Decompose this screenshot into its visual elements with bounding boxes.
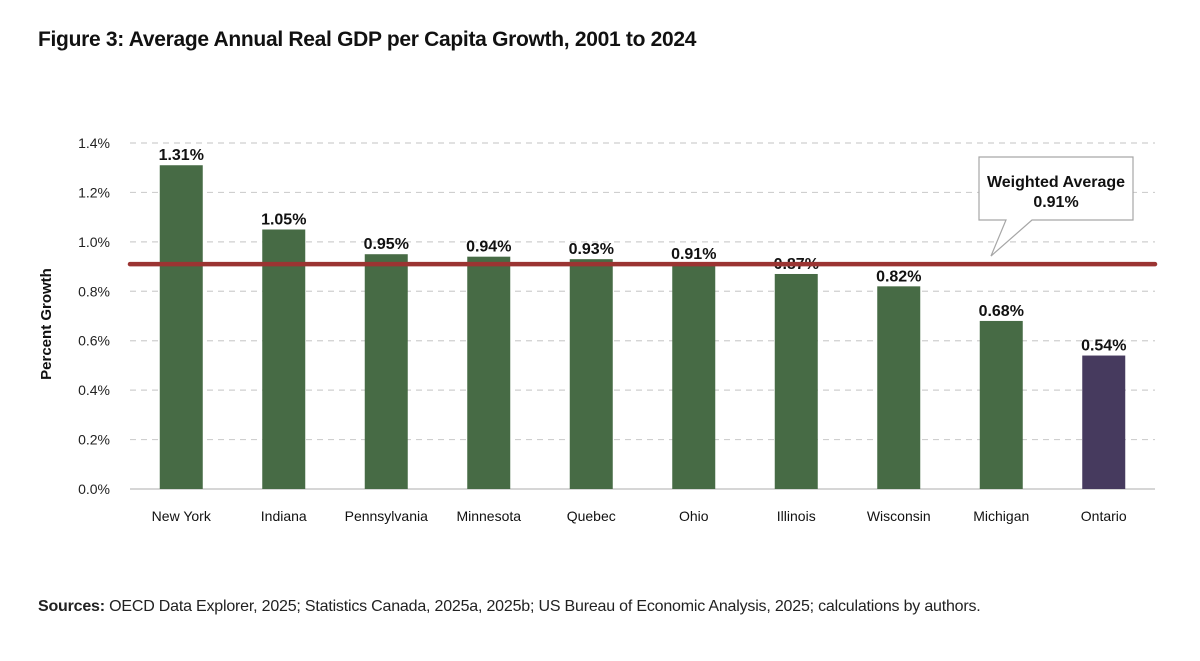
data-label: 0.94%	[466, 239, 511, 256]
x-tick-label: Ohio	[679, 508, 709, 524]
sources-label: Sources:	[38, 598, 105, 615]
chart-title: Figure 3: Average Annual Real GDP per Ca…	[38, 28, 697, 51]
x-tick-label: Michigan	[973, 508, 1029, 524]
x-tick-label: Minnesota	[456, 508, 521, 524]
x-tick-label: Wisconsin	[867, 508, 931, 524]
data-labels: 1.31%1.05%0.95%0.94%0.93%0.91%0.87%0.82%…	[159, 147, 1127, 354]
y-tick-label: 0.0%	[78, 481, 110, 497]
x-tick-label: Pennsylvania	[345, 508, 428, 524]
x-tick-label: Indiana	[261, 508, 307, 524]
y-tick-label: 0.2%	[78, 432, 110, 448]
data-label: 0.68%	[979, 303, 1024, 320]
data-label: 0.93%	[569, 241, 614, 258]
callout-value: 0.91%	[1033, 194, 1078, 211]
data-label: 0.91%	[671, 246, 716, 263]
data-label: 0.54%	[1081, 338, 1126, 355]
callout-box	[978, 156, 1134, 257]
bar	[159, 165, 203, 489]
bar	[979, 320, 1023, 489]
weighted-average-callout: Weighted Average 0.91%	[978, 156, 1134, 257]
bar	[672, 264, 716, 489]
bars	[159, 165, 1126, 489]
bar	[569, 259, 613, 489]
y-tick-label: 1.0%	[78, 234, 110, 250]
y-tick-label: 1.4%	[78, 135, 110, 151]
x-axis-labels: New York Indiana Pennsylvania Minnesota Queb…	[152, 508, 1127, 524]
bar	[1082, 355, 1126, 489]
bar	[774, 273, 818, 489]
y-axis-label: Percent Growth	[38, 268, 55, 380]
bar	[262, 229, 306, 489]
sources-text: OECD Data Explorer, 2025; Statistics Can…	[104, 598, 981, 615]
x-tick-label: New York	[152, 508, 212, 524]
x-tick-label: Ontario	[1081, 508, 1127, 524]
callout-label: Weighted Average	[987, 174, 1125, 191]
y-tick-label: 0.4%	[78, 382, 110, 398]
bar	[877, 286, 921, 489]
y-tick-label: 1.2%	[78, 184, 110, 200]
bar	[364, 254, 408, 489]
y-axis-ticks: 0.0% 0.2% 0.4% 0.6% 0.8% 1.0% 1.2% 1.4%	[78, 135, 110, 497]
data-label: 0.95%	[364, 236, 409, 253]
data-label: 1.05%	[261, 212, 306, 229]
data-label: 1.31%	[159, 147, 204, 164]
sources-note: Sources: OECD Data Explorer, 2025; Stati…	[38, 598, 981, 616]
data-label: 0.82%	[876, 268, 921, 285]
y-tick-label: 0.6%	[78, 333, 110, 349]
bar	[467, 256, 511, 489]
x-tick-label: Illinois	[777, 508, 816, 524]
y-tick-label: 0.8%	[78, 283, 110, 299]
x-tick-label: Quebec	[567, 508, 616, 524]
